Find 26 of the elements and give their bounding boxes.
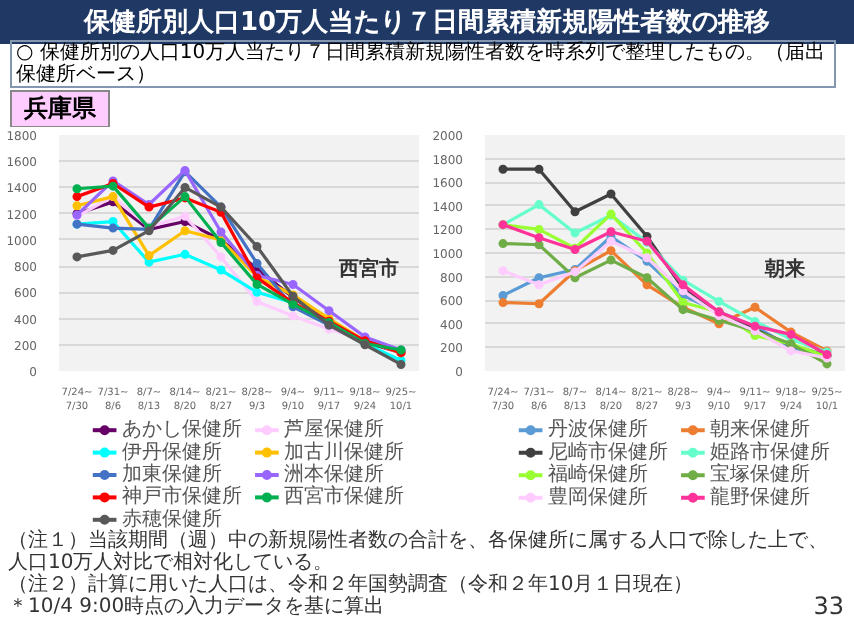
legend-label: 伊丹保健所 [121, 439, 222, 464]
legend-label: 西宮市保健所 [283, 484, 404, 509]
annotation: 西宮市 [337, 257, 399, 281]
text: ＊10/4 9:00時点の入力データを基に算出 [8, 596, 385, 618]
legend-label: 加東保健所 [121, 462, 222, 486]
legend-label: 芦屋保健所 [283, 417, 384, 442]
chart-subtitle: ○ 保健所別の人口10万人当たり７日間累積新規陽性者数を時系列で整理したもの。（届出保健所ベース） [10, 40, 836, 88]
legend-label: 赤穂保健所 [121, 506, 222, 531]
text: （注２）計算に用いた人口は、令和２年国勢調査（令和２年10月１日現在） [8, 574, 694, 596]
legend-label: 姫路市保健所 [709, 439, 830, 464]
annotation: 朝来 [763, 257, 805, 281]
legend-label: 加古川保健所 [283, 439, 404, 464]
legend-label: 丹波保健所 [547, 417, 648, 442]
text: 兵庫県 [10, 90, 110, 128]
legend-label: 宝塚保健所 [709, 462, 810, 487]
legend-label: 福崎保健所 [547, 462, 648, 487]
legend-label: 尼崎市保健所 [547, 439, 668, 464]
legend-label: 龍野保健所 [709, 484, 810, 509]
legend-label: 神戸市保健所 [121, 484, 242, 509]
chart-title: 保健所別人口10万人当たり７日間累積新規陽性者数の推移 [0, 0, 854, 44]
legend-label: あかし保健所 [121, 417, 242, 442]
legend-label: 豊岡保健所 [547, 484, 648, 509]
legend-label: 洲本保健所 [283, 462, 384, 486]
legend-label: 朝来保健所 [709, 417, 810, 442]
text: 33 [813, 592, 844, 620]
text: （注１）当該期間（週）中の新規陽性者数の合計を、各保健所に属する人口で除した上で、人口10万人対比で相対化している。 [8, 530, 828, 574]
